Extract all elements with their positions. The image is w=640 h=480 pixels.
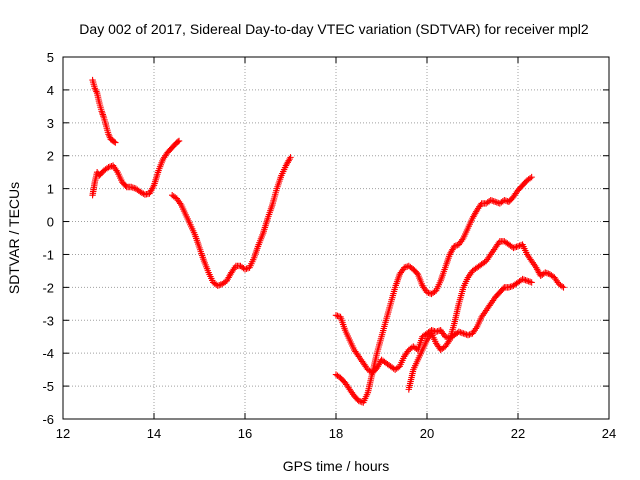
y-tick-label: -3 xyxy=(42,313,54,328)
y-tick-label: 5 xyxy=(47,50,54,65)
data-point xyxy=(110,138,118,145)
series-1 xyxy=(89,76,119,146)
data-point xyxy=(526,175,534,182)
y-tick-label: -1 xyxy=(42,247,54,262)
data-point xyxy=(175,137,183,145)
data-point xyxy=(112,139,119,146)
x-tick-label: 20 xyxy=(420,426,434,441)
y-tick-label: 0 xyxy=(47,215,54,230)
y-tick-label: -4 xyxy=(42,346,54,361)
y-tick-label: -2 xyxy=(42,280,54,295)
x-tick-label: 22 xyxy=(511,426,525,441)
series-5 xyxy=(332,173,535,406)
series-3 xyxy=(169,154,294,289)
data-point xyxy=(174,138,182,145)
y-tick-label: -6 xyxy=(42,412,54,427)
y-tick-label: 3 xyxy=(47,116,54,131)
x-tick-label: 16 xyxy=(238,426,252,441)
data-point xyxy=(528,173,535,181)
grid xyxy=(63,57,609,419)
x-tick-label: 12 xyxy=(56,426,70,441)
data-point xyxy=(287,154,294,161)
chart-title: Day 002 of 2017, Sidereal Day-to-day VTE… xyxy=(79,21,589,37)
series-2 xyxy=(89,137,183,199)
data-marks xyxy=(89,76,567,406)
x-tick-label: 18 xyxy=(329,426,343,441)
series-6 xyxy=(405,238,567,393)
y-tick-label: 1 xyxy=(47,182,54,197)
plot-frame xyxy=(62,56,610,420)
y-axis-label: SDTVAR / TECUs xyxy=(6,182,22,294)
data-point xyxy=(558,283,566,290)
y-tick-label: 4 xyxy=(47,83,54,98)
y-tick-label: 2 xyxy=(47,149,54,164)
x-tick-label: 24 xyxy=(602,426,616,441)
x-tick-label: 14 xyxy=(147,426,161,441)
data-point xyxy=(528,279,535,286)
data-point xyxy=(560,284,567,291)
series-4 xyxy=(332,275,535,377)
x-axis-label: GPS time / hours xyxy=(283,458,390,474)
y-tick-label: -5 xyxy=(42,379,54,394)
